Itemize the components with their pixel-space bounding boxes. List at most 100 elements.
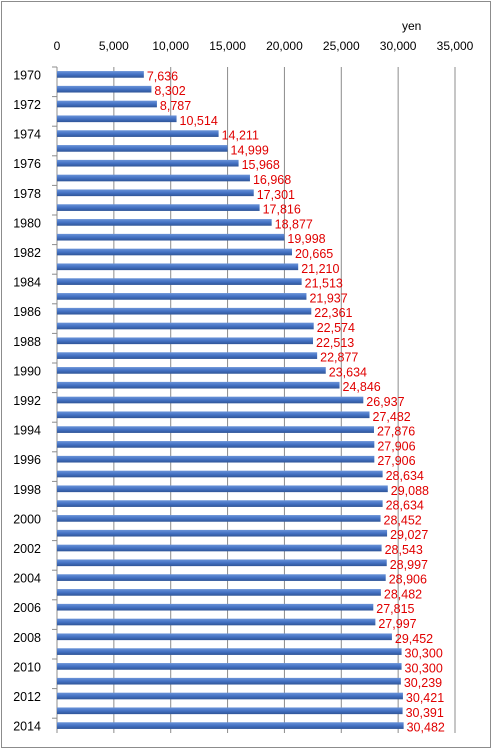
y-tick-label: 1978: [13, 187, 41, 201]
bar-1986: [57, 307, 312, 315]
bar-1974: [57, 130, 219, 137]
bar-1983: [57, 263, 299, 271]
bar-2001: [57, 529, 388, 537]
x-tick-label: 35,000: [437, 39, 474, 53]
bar-2013: [57, 707, 403, 715]
x-tick-label: 30,000: [380, 39, 417, 53]
bar-2007: [57, 618, 376, 626]
y-tick-label: 2000: [13, 512, 41, 526]
value-label-1981: 19,998: [287, 232, 325, 246]
bar-2009: [57, 648, 402, 655]
value-label-1993: 27,482: [373, 410, 411, 424]
bar-2000: [57, 515, 381, 522]
value-label-1978: 17,301: [257, 188, 295, 202]
y-tick-label: 2006: [13, 601, 41, 615]
x-tick-label: 20,000: [266, 39, 303, 53]
unit-label: yen: [402, 19, 422, 33]
y-tick-label: 1976: [13, 157, 41, 171]
value-label-1988: 22,513: [316, 336, 354, 350]
value-label-1980: 18,877: [275, 217, 313, 231]
value-label-1985: 21,937: [309, 291, 347, 305]
y-tick-label: 2004: [13, 572, 41, 586]
bar-1982: [57, 248, 292, 256]
y-tick-label: 1998: [13, 483, 41, 497]
value-label-2010: 30,300: [405, 661, 443, 675]
x-tick-label: 15,000: [209, 39, 246, 53]
value-label-1984: 21,513: [305, 277, 343, 291]
bar-1992: [57, 396, 364, 404]
value-label-1970: 7,636: [147, 69, 178, 83]
bar-2014: [57, 722, 404, 729]
bar-1981: [57, 233, 285, 241]
bar-2008: [57, 633, 392, 641]
value-label-1989: 22,877: [320, 351, 358, 365]
bar-1978: [57, 189, 254, 197]
value-label-2008: 29,452: [395, 632, 433, 646]
y-tick-label: 1992: [13, 394, 41, 408]
bar-1991: [57, 381, 340, 389]
value-label-1977: 16,968: [253, 173, 291, 187]
bar-1971: [57, 85, 152, 93]
value-label-1973: 10,514: [180, 114, 218, 128]
bar-1994: [57, 426, 374, 433]
value-label-2006: 27,815: [376, 602, 414, 616]
value-label-2000: 28,452: [384, 513, 422, 527]
y-tick-label: 1988: [13, 335, 41, 349]
bar-1972: [57, 100, 157, 108]
bar-2012: [57, 692, 403, 700]
value-label-1992: 26,937: [366, 395, 404, 409]
value-label-2009: 30,300: [405, 647, 443, 661]
value-label-2011: 30,239: [404, 676, 442, 690]
value-label-1997: 28,634: [386, 469, 424, 483]
value-label-1995: 27,906: [377, 439, 415, 453]
bar-1996: [57, 455, 375, 463]
value-label-1987: 22,574: [317, 321, 355, 335]
value-labels: 7,6368,3028,78710,51414,21114,99915,9681…: [147, 69, 445, 734]
bar-2002: [57, 544, 382, 552]
value-label-2013: 30,391: [406, 706, 444, 720]
value-label-1999: 28,634: [386, 499, 424, 513]
bar-1985: [57, 293, 307, 300]
bar-1990: [57, 367, 326, 374]
y-tick-label: 2002: [13, 542, 41, 556]
bar-1987: [57, 322, 314, 330]
value-label-2001: 29,027: [390, 528, 428, 542]
y-tick-label: 2008: [13, 631, 41, 645]
value-label-2007: 27,997: [378, 617, 416, 631]
y-tick-label: 1970: [13, 68, 41, 82]
bar-1995: [57, 441, 375, 448]
bar-1977: [57, 174, 250, 182]
bar-2011: [57, 677, 401, 685]
y-tick-label: 2012: [13, 690, 41, 704]
bar-2003: [57, 559, 387, 567]
value-label-1975: 14,999: [231, 143, 269, 157]
y-tick-label: 1982: [13, 246, 41, 260]
bar-1993: [57, 411, 370, 419]
value-label-1996: 27,906: [377, 454, 415, 468]
y-tick-label: 1990: [13, 364, 41, 378]
bar-1975: [57, 145, 228, 152]
y-tick-label: 1980: [13, 216, 41, 230]
bar-2010: [57, 663, 402, 670]
y-tick-label: 2010: [13, 660, 41, 674]
value-label-1976: 15,968: [242, 158, 280, 172]
bar-2004: [57, 574, 386, 581]
bar-1997: [57, 470, 383, 478]
bar-1999: [57, 500, 383, 507]
x-tick-label: 10,000: [152, 39, 189, 53]
value-label-1998: 29,088: [391, 484, 429, 498]
value-label-1971: 8,302: [154, 84, 185, 98]
value-label-1982: 20,665: [295, 247, 333, 261]
value-label-1994: 27,876: [377, 425, 415, 439]
bar-1988: [57, 337, 314, 345]
value-label-2012: 30,421: [406, 691, 444, 705]
value-label-2002: 28,543: [385, 543, 423, 557]
value-label-1991: 24,846: [343, 380, 381, 394]
y-tick-label: 2014: [13, 720, 41, 734]
bar-1980: [57, 219, 272, 226]
bar-1984: [57, 278, 302, 285]
axes: 0 5,000 10,000 15,000 20,000 25,000 30,000 35,0…: [13, 39, 473, 734]
bar-1973: [57, 115, 177, 123]
value-label-2014: 30,482: [407, 721, 445, 735]
